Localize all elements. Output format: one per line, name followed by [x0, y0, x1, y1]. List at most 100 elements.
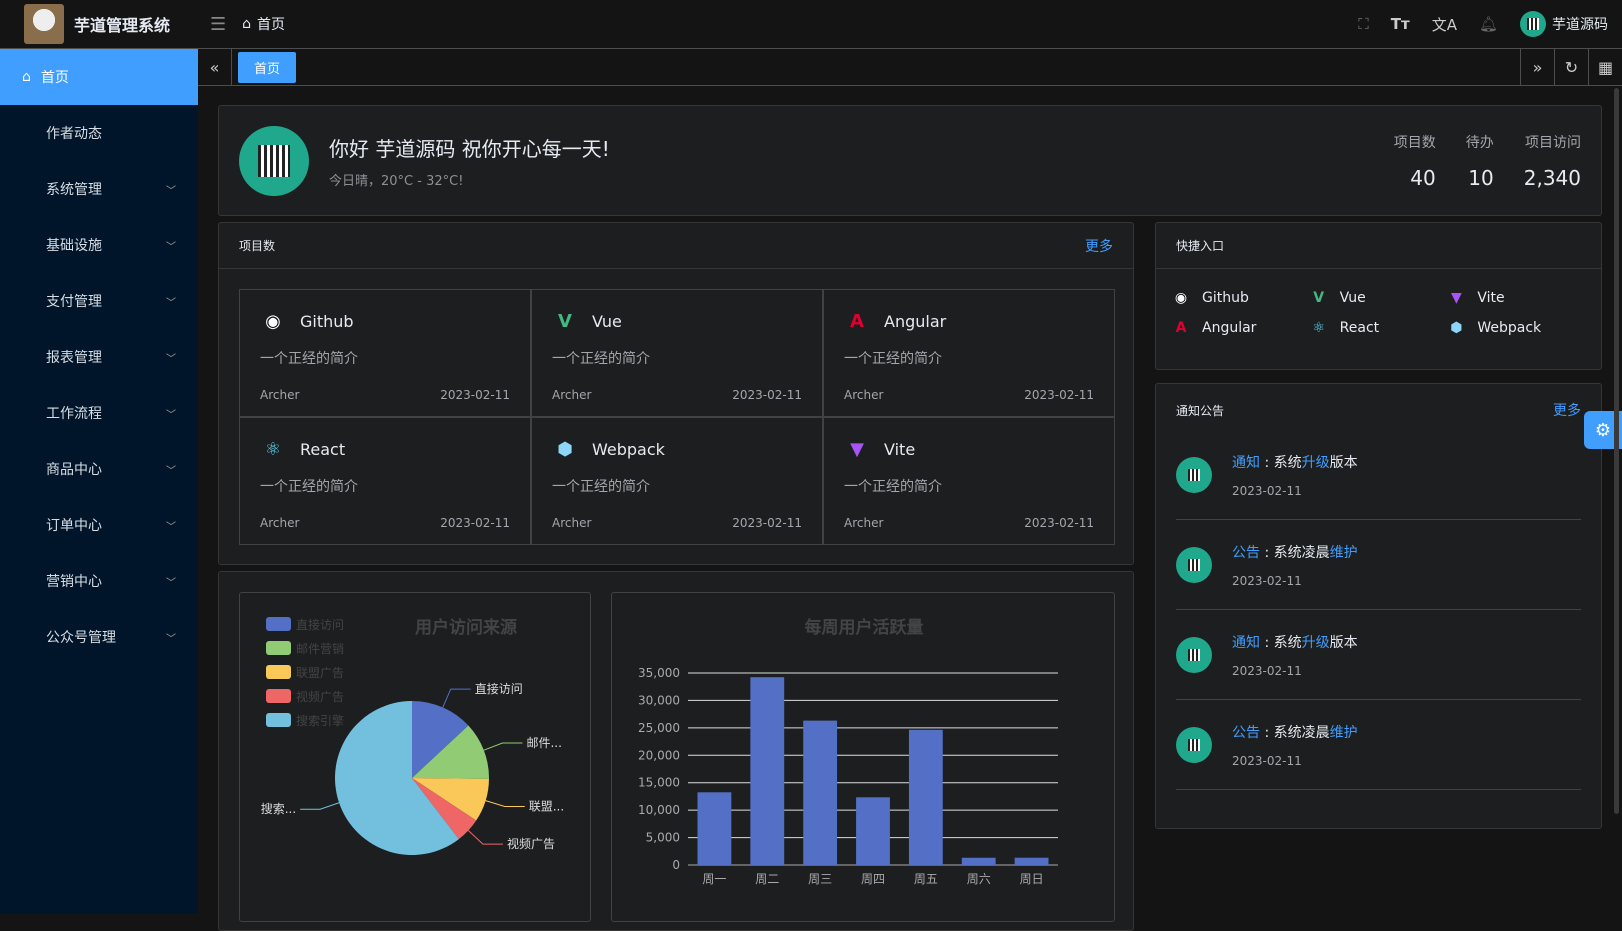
legend-swatch[interactable]: [266, 617, 291, 631]
vue-icon: V: [1313, 290, 1325, 306]
project-card[interactable]: ⬢ Webpack 一个正经的简介 Archer 2023-02-11: [531, 417, 823, 545]
vue-icon: V: [558, 310, 572, 332]
project-desc: 一个正经的简介: [552, 479, 650, 495]
user-name: 芋道源码: [1552, 17, 1608, 33]
legend-swatch[interactable]: [266, 641, 291, 655]
project-author: Archer: [844, 388, 884, 402]
bar[interactable]: [803, 720, 838, 865]
sidebar-item-9[interactable]: 营销中心 ﹀: [0, 553, 198, 609]
pie-slice[interactable]: [412, 701, 469, 778]
sidebar-item-0[interactable]: ⌂ 首页: [0, 49, 198, 105]
logo-image: [24, 4, 64, 44]
user-menu[interactable]: 芋道源码: [1520, 11, 1608, 37]
notice-item[interactable]: 通知 : 系统升级版本 2023-02-11: [1176, 610, 1581, 700]
project-card[interactable]: ⚛ React 一个正经的简介 Archer 2023-02-11: [239, 417, 531, 545]
quick-entry-item[interactable]: ⚛ React: [1310, 319, 1448, 337]
quick-entry-item[interactable]: ▼ Vite: [1447, 289, 1585, 307]
notice-item[interactable]: 通知 : 系统升级版本 2023-02-11: [1176, 430, 1581, 520]
sidebar-item-label: 工作流程: [46, 406, 102, 422]
quick-entry-item[interactable]: ⬢ Webpack: [1447, 319, 1585, 337]
bar-chart: 每周用户活跃量 0 5,000 10,000 15,000 20,000 25,000 30,…: [611, 592, 1115, 922]
logo[interactable]: 芋道管理系统: [0, 4, 198, 44]
sidebar-item-2[interactable]: 系统管理 ﹀: [0, 161, 198, 217]
quick-entry-item[interactable]: V Vue: [1310, 289, 1448, 307]
legend-label[interactable]: 直接访问: [296, 617, 344, 632]
grid-menu-icon[interactable]: ▦: [1588, 49, 1622, 85]
notice-text: 系统: [1273, 634, 1302, 651]
legend-label[interactable]: 邮件营销: [296, 642, 344, 656]
legend-label[interactable]: 联盟广告: [296, 666, 344, 680]
project-name: Webpack: [592, 439, 665, 459]
more-link[interactable]: 更多: [1553, 403, 1581, 419]
quick-entry-label: Github: [1202, 290, 1249, 306]
notice-item[interactable]: 公告 : 系统凌晨维护 2023-02-11: [1176, 700, 1581, 790]
github-icon: ◉: [1174, 290, 1188, 306]
translate-icon[interactable]: 文A: [1431, 15, 1457, 34]
quick-entry-item[interactable]: A Angular: [1172, 319, 1310, 337]
pie-slice[interactable]: [412, 778, 477, 840]
project-desc: 一个正经的简介: [844, 479, 942, 495]
project-card[interactable]: ▼ Vite 一个正经的简介 Archer 2023-02-11: [823, 417, 1115, 545]
scroll-right-icon[interactable]: »: [1520, 49, 1554, 85]
bar[interactable]: [908, 729, 943, 865]
slice-label: 联盟...: [529, 799, 564, 813]
pie-slice[interactable]: [335, 701, 459, 855]
project-card[interactable]: ◉ Github 一个正经的简介 Archer 2023-02-11: [239, 289, 531, 417]
y-tick-label: 30,000: [638, 693, 680, 707]
sidebar-item-10[interactable]: 公众号管理 ﹀: [0, 609, 198, 665]
breadcrumb[interactable]: ⌂ 首页: [242, 14, 285, 34]
quick-entry-item[interactable]: ◉ Github: [1172, 289, 1310, 307]
legend-swatch[interactable]: [266, 713, 291, 727]
project-name: Vue: [592, 311, 622, 331]
menu-collapse-icon[interactable]: ☰: [210, 13, 227, 35]
pie-slice[interactable]: [412, 725, 489, 779]
x-tick-label: 周四: [861, 872, 885, 886]
bar[interactable]: [961, 857, 996, 865]
chevron-down-icon: ﹀: [166, 297, 176, 309]
sidebar-item-8[interactable]: 订单中心 ﹀: [0, 497, 198, 553]
bar[interactable]: [750, 677, 785, 865]
fullscreen-icon[interactable]: ⛶: [1358, 15, 1369, 33]
sidebar-item-5[interactable]: 报表管理 ﹀: [0, 329, 198, 385]
project-card[interactable]: A Angular 一个正经的简介 Archer 2023-02-11: [823, 289, 1115, 417]
bell-icon[interactable]: 🔔︎: [1478, 15, 1498, 33]
sidebar-item-label: 支付管理: [46, 294, 102, 310]
charts-card: 用户访问来源 直接访问 邮件营销 联盟广告 视频广告 搜索引擎 直接访问 邮件... 联盟...…: [218, 571, 1134, 931]
x-tick-label: 周三: [808, 872, 832, 886]
legend-swatch[interactable]: [266, 689, 291, 703]
quick-entry-card: 快捷入口 ◉ Github V Vue ▼ Vite A Angular ⚛ React ⬢ Webp…: [1155, 222, 1602, 370]
scrollbar[interactable]: [1614, 88, 1619, 814]
tab-home[interactable]: 首页: [238, 51, 297, 83]
sidebar-item-1[interactable]: 作者动态: [0, 105, 198, 161]
chevron-down-icon: ﹀: [166, 185, 176, 197]
sidebar-item-3[interactable]: 基础设施 ﹀: [0, 217, 198, 273]
legend-label[interactable]: 搜索引擎: [296, 713, 344, 728]
breadcrumb-item: 首页: [257, 17, 286, 33]
bar[interactable]: [1014, 857, 1049, 865]
scroll-left-icon[interactable]: «: [198, 49, 232, 85]
notice-item[interactable]: 公告 : 系统凌晨维护 2023-02-11: [1176, 520, 1581, 610]
refresh-icon[interactable]: ↻: [1554, 49, 1588, 85]
sidebar-item-6[interactable]: 工作流程 ﹀: [0, 385, 198, 441]
sidebar-item-4[interactable]: 支付管理 ﹀: [0, 273, 198, 329]
quick-entry-label: Angular: [1202, 320, 1257, 336]
sidebar-item-label: 报表管理: [46, 350, 102, 366]
bar[interactable]: [697, 792, 732, 865]
sidebar-item-label: 营销中心: [46, 574, 102, 590]
pie-chart: 用户访问来源 直接访问 邮件营销 联盟广告 视频广告 搜索引擎 直接访问 邮件... 联盟...…: [239, 592, 591, 922]
bar[interactable]: [856, 797, 890, 865]
projects-card: 项目数 更多 ◉ Github 一个正经的简介 Archer 2023-02-11 V Vue…: [218, 222, 1134, 565]
sidebar-item-7[interactable]: 商品中心 ﹀: [0, 441, 198, 497]
more-link[interactable]: 更多: [1085, 238, 1113, 255]
tabs-bar: « 首页 » ↻ ▦: [198, 49, 1622, 86]
font-size-icon[interactable]: Tт: [1390, 15, 1410, 33]
project-desc: 一个正经的简介: [260, 479, 358, 495]
notice-text: 版本: [1329, 634, 1358, 651]
legend-swatch[interactable]: [266, 665, 291, 679]
pie-slice[interactable]: [412, 778, 489, 821]
label-line: [483, 742, 523, 751]
notice-text: 系统: [1273, 454, 1302, 471]
project-card[interactable]: V Vue 一个正经的简介 Archer 2023-02-11: [531, 289, 823, 417]
notice-text: 系统凌晨: [1273, 544, 1330, 561]
legend-label[interactable]: 视频广告: [296, 689, 344, 704]
